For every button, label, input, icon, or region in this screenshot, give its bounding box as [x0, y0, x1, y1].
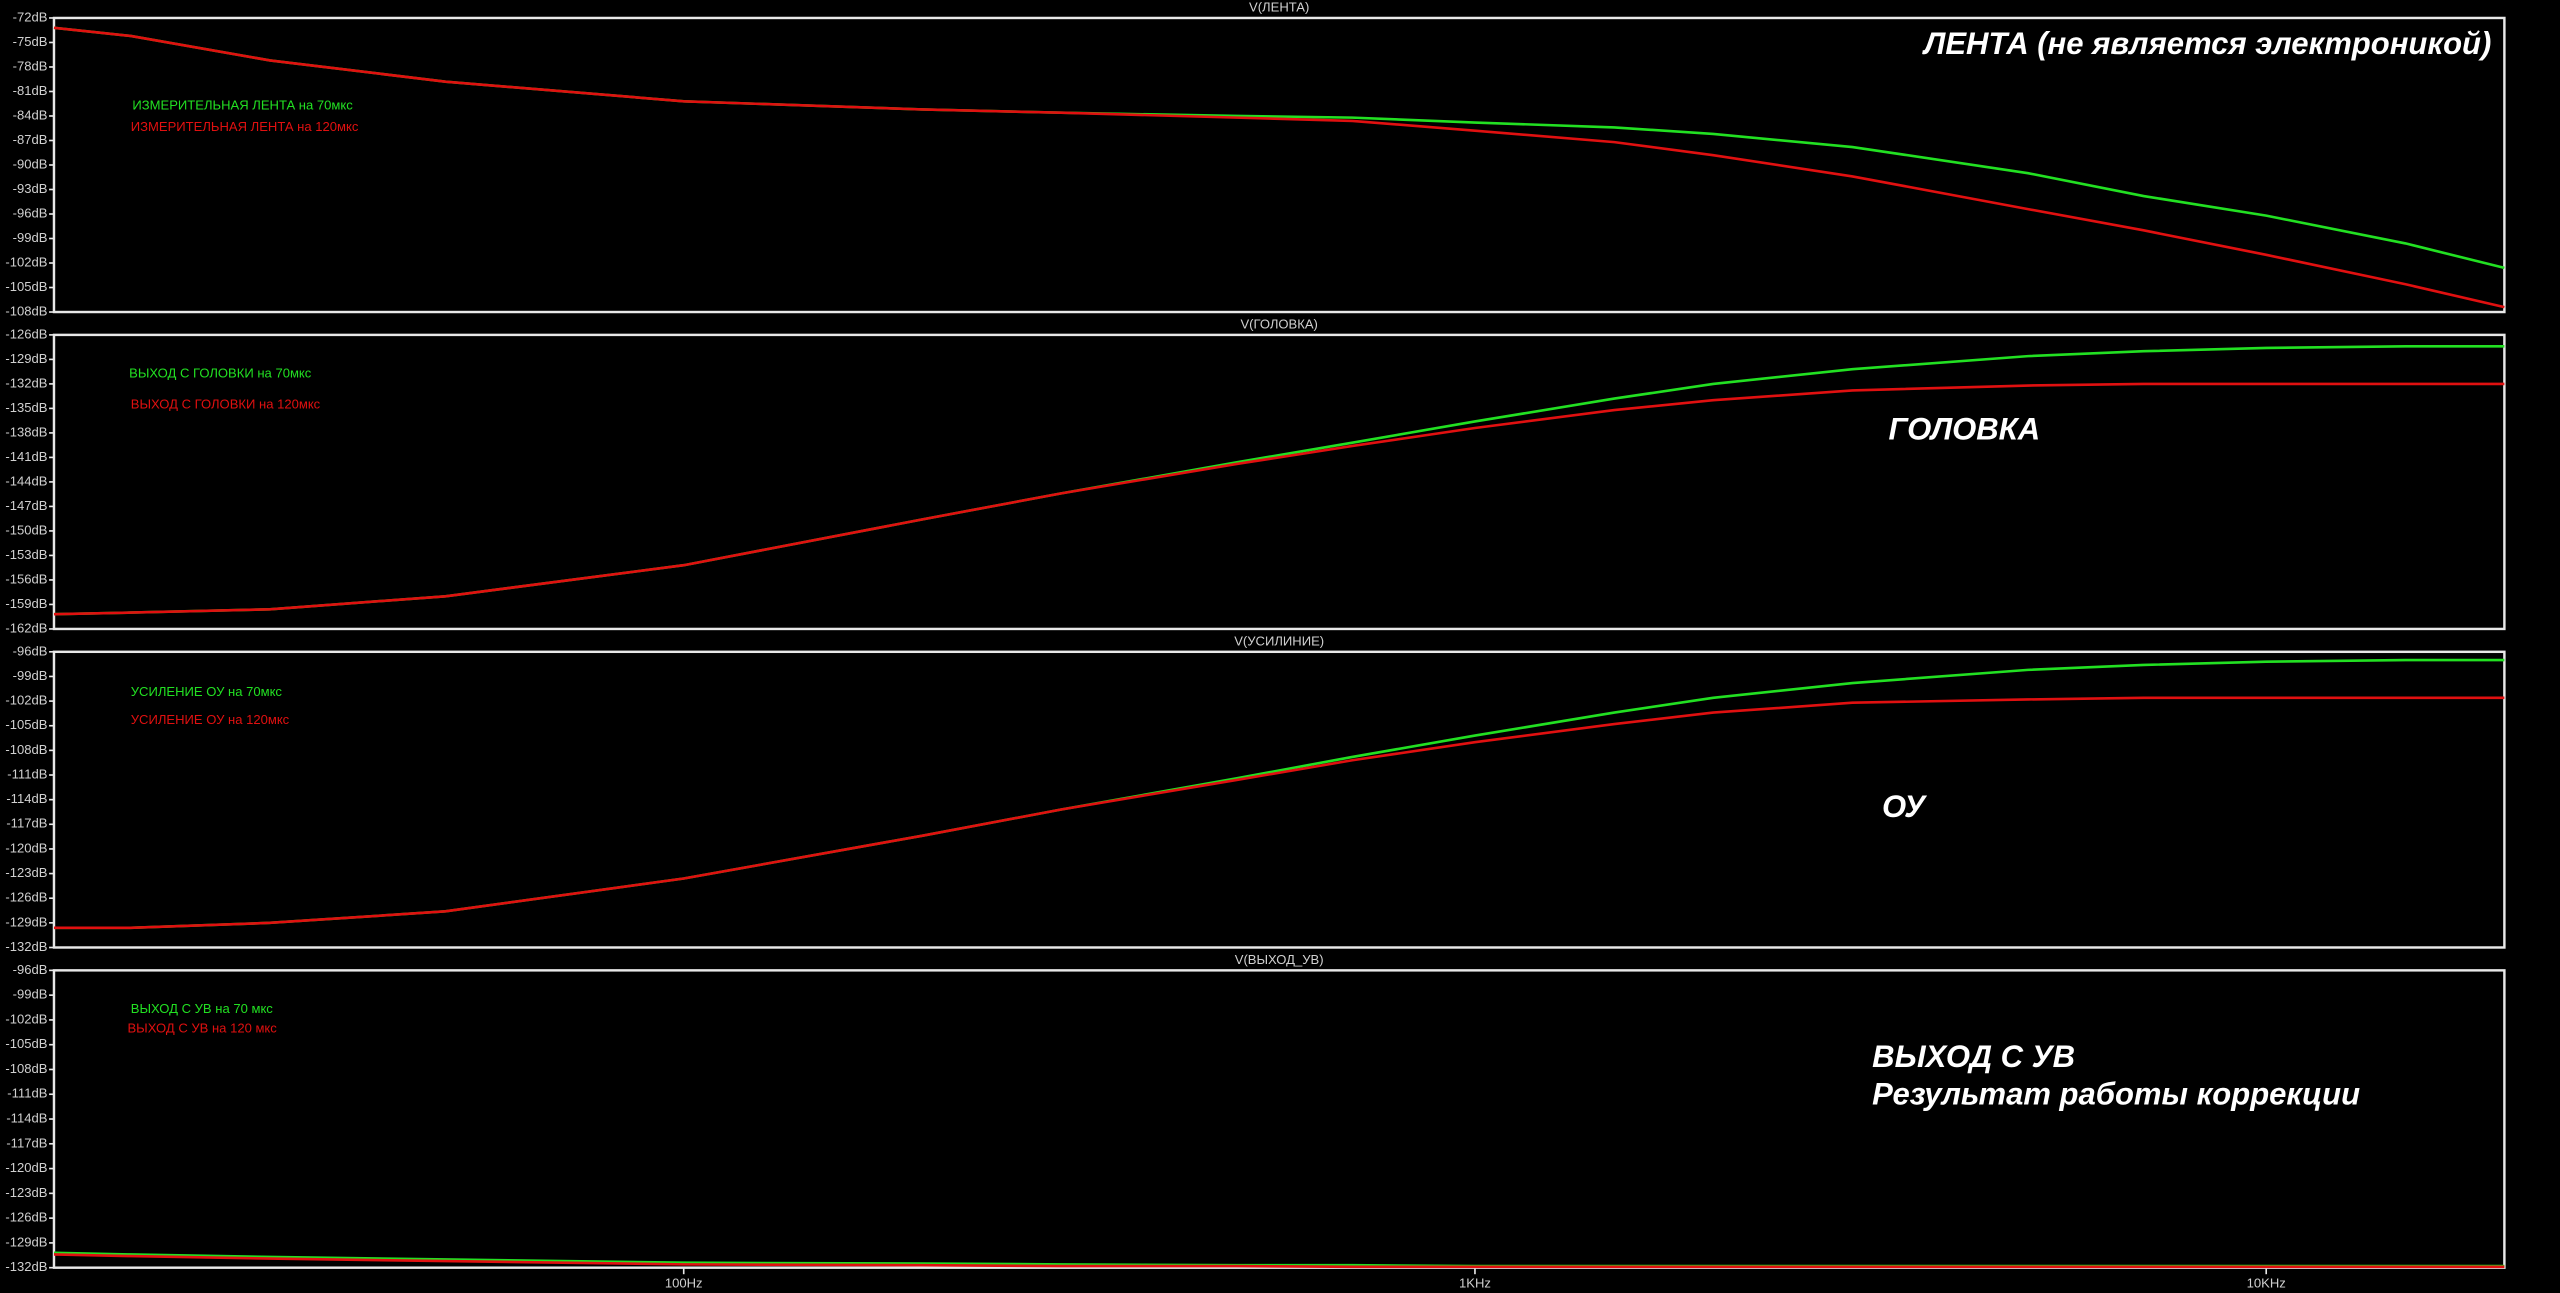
y-tick-label: -108dB — [5, 742, 47, 757]
y-tick-label: -129dB — [5, 351, 47, 366]
legend-label: ИЗМЕРИТЕЛЬНАЯ ЛЕНТА на 120мкс — [131, 119, 359, 134]
y-tick-label: -132dB — [5, 375, 47, 390]
y-tick-label: -126dB — [5, 890, 47, 905]
y-tick-label: -132dB — [5, 1259, 47, 1274]
plot-title: V(ГОЛОВКА) — [1240, 317, 1317, 332]
y-tick-label: -75dB — [13, 34, 48, 49]
y-tick-label: -105dB — [5, 279, 47, 294]
y-tick-label: -105dB — [5, 717, 47, 732]
annotation: ГОЛОВКА — [1889, 411, 2041, 446]
series-line — [53, 26, 2505, 309]
y-tick-label: -153dB — [5, 547, 47, 562]
plot-title: V(УСИЛИНИЕ) — [1234, 633, 1324, 648]
plot-title: V(ЛЕНТА) — [1249, 0, 1309, 15]
y-tick-label: -78dB — [13, 58, 48, 73]
y-tick-label: -126dB — [5, 326, 47, 341]
annotation: ВЫХОД С УВ — [1872, 1039, 2075, 1074]
y-tick-label: -84dB — [13, 107, 48, 122]
series-line — [53, 382, 2505, 616]
y-tick-label: -144dB — [5, 473, 47, 488]
y-tick-label: -159dB — [5, 596, 47, 611]
y-tick-label: -93dB — [13, 181, 48, 196]
legend-label: ИЗМЕРИТЕЛЬНАЯ ЛЕНТА на 70мкс — [132, 98, 353, 113]
y-tick-label: -72dB — [13, 9, 48, 24]
legend-label: УСИЛЕНИЕ ОУ на 70мкс — [131, 684, 283, 699]
y-tick-label: -81dB — [13, 83, 48, 98]
annotation: ОУ — [1882, 789, 1927, 824]
x-tick-label: 100Hz — [665, 1275, 703, 1290]
legend-label: УСИЛЕНИЕ ОУ на 120мкс — [131, 712, 290, 727]
y-tick-label: -87dB — [13, 132, 48, 147]
y-tick-label: -156dB — [5, 571, 47, 586]
series-line — [53, 1253, 2505, 1269]
y-tick-label: -147dB — [5, 498, 47, 513]
y-tick-label: -162dB — [5, 620, 47, 635]
y-tick-label: -129dB — [5, 1234, 47, 1249]
y-tick-label: -96dB — [13, 205, 48, 220]
y-tick-label: -126dB — [5, 1210, 47, 1225]
x-tick-label: 10KHz — [2247, 1275, 2286, 1290]
y-tick-label: -108dB — [5, 1061, 47, 1076]
series-line — [53, 696, 2505, 930]
y-tick-label: -120dB — [5, 840, 47, 855]
y-tick-label: -99dB — [13, 987, 48, 1002]
y-tick-label: -99dB — [13, 230, 48, 245]
y-tick-label: -132dB — [5, 939, 47, 954]
y-tick-label: -135dB — [5, 400, 47, 415]
legend-label: ВЫХОД С ГОЛОВКИ на 70мкс — [129, 366, 312, 381]
legend-label: ВЫХОД С УВ на 70 мкс — [131, 1001, 274, 1016]
y-tick-label: -123dB — [5, 1185, 47, 1200]
y-tick-label: -114dB — [6, 791, 47, 806]
y-tick-label: -117dB — [6, 1135, 47, 1150]
y-tick-label: -102dB — [5, 1011, 47, 1026]
y-tick-label: -129dB — [5, 914, 47, 929]
y-tick-label: -114dB — [6, 1110, 47, 1125]
y-tick-label: -96dB — [13, 962, 48, 977]
y-tick-label: -99dB — [13, 668, 48, 683]
y-tick-label: -120dB — [5, 1160, 47, 1175]
y-tick-label: -150dB — [5, 522, 47, 537]
y-tick-label: -111dB — [7, 1086, 47, 1101]
y-tick-label: -117dB — [6, 816, 47, 831]
y-tick-label: -105dB — [5, 1036, 47, 1051]
y-tick-label: -102dB — [5, 693, 47, 708]
y-tick-label: -123dB — [5, 865, 47, 880]
legend-label: ВЫХОД С УВ на 120 мкс — [127, 1021, 277, 1036]
y-tick-label: -111dB — [7, 766, 47, 781]
legend-label: ВЫХОД С ГОЛОВКИ на 120мкс — [131, 397, 321, 412]
x-tick-label: 1KHz — [1459, 1275, 1491, 1290]
y-tick-label: -102dB — [5, 254, 47, 269]
annotation: ЛЕНТА (не является электроникой) — [1922, 26, 2491, 61]
plot-title: V(ВЫХОД_УВ) — [1235, 952, 1324, 967]
y-tick-label: -138dB — [5, 424, 47, 439]
y-tick-label: -96dB — [13, 643, 48, 658]
y-tick-label: -108dB — [5, 303, 47, 318]
y-tick-label: -90dB — [13, 156, 48, 171]
y-tick-label: -141dB — [5, 449, 47, 464]
annotation: Результат работы коррекции — [1872, 1076, 2360, 1111]
